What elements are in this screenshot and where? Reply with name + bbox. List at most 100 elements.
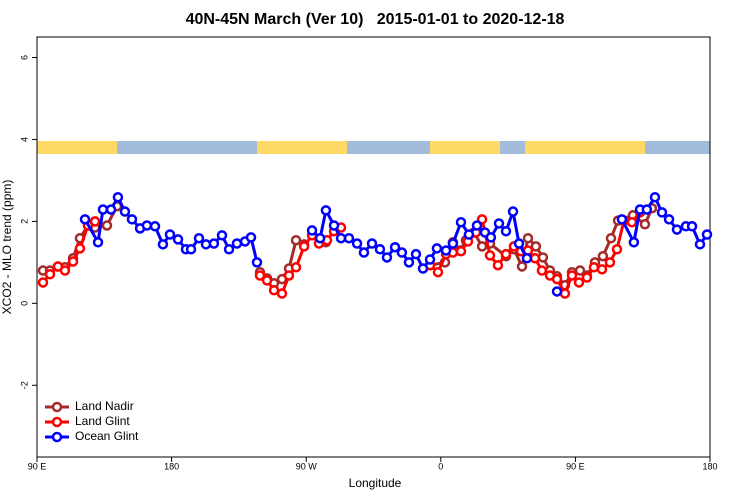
data-point — [536, 265, 548, 276]
data-point — [366, 238, 378, 249]
chart-title: 40N-45N March (Ver 10) 2015-01-01 to 202… — [186, 11, 565, 28]
data-point — [44, 268, 56, 280]
data-point — [389, 241, 401, 253]
data-point — [403, 257, 415, 268]
legend-swatch — [51, 416, 63, 428]
data-point — [432, 266, 444, 278]
x-tick-label: 90 W — [296, 461, 318, 471]
data-point — [112, 191, 124, 203]
legend-label: Land Nadir — [75, 399, 134, 413]
data-point — [320, 205, 332, 216]
x-tick-label: 90 E — [28, 461, 47, 471]
data-point — [605, 232, 617, 244]
data-point — [694, 239, 706, 250]
data-point — [79, 214, 91, 225]
data-point — [492, 259, 504, 271]
data-point — [245, 232, 257, 243]
data-point — [141, 220, 153, 231]
data-point — [573, 277, 585, 288]
data-point — [157, 239, 169, 250]
data-point — [641, 204, 653, 215]
data-point — [105, 204, 117, 215]
data-point — [455, 246, 467, 257]
data-point — [581, 272, 593, 283]
data-point — [351, 238, 363, 249]
y-tick-label: 0 — [19, 301, 29, 306]
data-point — [611, 244, 623, 255]
data-point — [507, 206, 519, 217]
data-point — [314, 232, 326, 244]
data-point — [283, 270, 295, 281]
data-point — [396, 247, 408, 258]
data-point — [521, 253, 533, 264]
data-point — [671, 224, 683, 235]
plot-frame — [36, 36, 711, 458]
data-point — [424, 254, 436, 265]
data-point — [290, 262, 302, 273]
y-tick-label: 6 — [19, 55, 29, 60]
y-axis-label: XCO2 - MLO trend (ppm) — [0, 180, 14, 315]
y-tick-label: 2 — [19, 219, 29, 224]
data-point — [616, 214, 628, 225]
data-point — [97, 204, 109, 215]
data-point — [126, 214, 138, 225]
data-point — [37, 277, 49, 288]
data-point — [231, 238, 243, 249]
data-point — [223, 244, 235, 255]
data-point — [522, 232, 534, 244]
data-point — [164, 229, 176, 240]
data-point — [343, 232, 355, 244]
data-point — [92, 237, 104, 248]
data-point — [597, 250, 609, 262]
data-point — [298, 241, 310, 252]
data-point — [193, 232, 205, 244]
data-point — [604, 257, 616, 268]
data-point — [216, 230, 228, 241]
y-tick-label: -2 — [19, 381, 29, 389]
data-point — [208, 238, 220, 249]
data-point — [67, 256, 79, 267]
legend-swatch — [51, 431, 63, 443]
data-point — [551, 273, 563, 285]
data-point — [417, 263, 429, 274]
data-point — [626, 216, 638, 228]
data-point — [185, 244, 197, 255]
data-point — [306, 225, 318, 236]
data-point — [440, 245, 452, 256]
legend-label: Ocean Glint — [75, 429, 139, 443]
data-point — [471, 220, 483, 231]
legend-label: Land Glint — [75, 414, 130, 428]
data-point — [328, 220, 340, 231]
data-point — [290, 234, 302, 246]
data-point — [566, 270, 578, 281]
data-point — [74, 243, 86, 254]
surface-strip — [37, 141, 710, 154]
data-point — [261, 275, 273, 286]
data-point — [455, 216, 467, 228]
data-point — [149, 221, 161, 232]
data-point — [513, 238, 525, 249]
x-tick-label: 180 — [164, 461, 179, 471]
data-point — [484, 250, 496, 261]
data-point — [431, 243, 443, 254]
data-point — [649, 191, 661, 203]
data-point — [639, 219, 651, 230]
x-tick-label: 180 — [702, 461, 717, 471]
data-point — [500, 248, 512, 260]
y-tick-label: 4 — [19, 137, 29, 142]
x-tick-label: 90 E — [566, 461, 585, 471]
data-point — [588, 262, 600, 273]
data-point — [574, 265, 586, 276]
x-axis-label: Longitude — [349, 476, 402, 490]
data-point — [447, 238, 459, 249]
data-point — [686, 221, 698, 232]
data-point — [101, 220, 113, 231]
x-tick-label: 0 — [438, 461, 443, 471]
data-point — [119, 206, 131, 217]
data-point — [410, 248, 422, 260]
data-point — [463, 229, 475, 240]
data-point — [628, 237, 640, 248]
data-point — [530, 241, 542, 252]
data-point — [374, 244, 386, 255]
